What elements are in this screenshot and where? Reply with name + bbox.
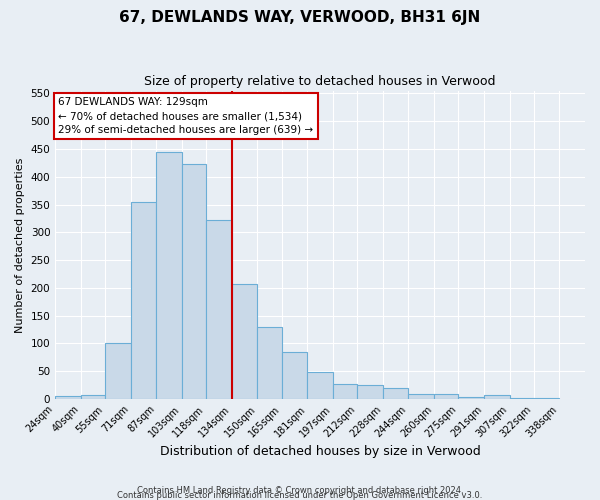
Bar: [383, 388, 409, 399]
Bar: [206, 220, 232, 399]
Bar: [533, 398, 559, 399]
Text: 67, DEWLANDS WAY, VERWOOD, BH31 6JN: 67, DEWLANDS WAY, VERWOOD, BH31 6JN: [119, 10, 481, 25]
Bar: [281, 352, 307, 399]
Title: Size of property relative to detached houses in Verwood: Size of property relative to detached ho…: [145, 75, 496, 88]
Bar: [81, 394, 105, 399]
Bar: [232, 284, 257, 399]
Bar: [409, 394, 434, 399]
Text: Contains HM Land Registry data © Crown copyright and database right 2024.: Contains HM Land Registry data © Crown c…: [137, 486, 463, 495]
Bar: [458, 398, 484, 399]
Bar: [182, 164, 206, 399]
X-axis label: Distribution of detached houses by size in Verwood: Distribution of detached houses by size …: [160, 444, 481, 458]
Text: 67 DEWLANDS WAY: 129sqm
← 70% of detached houses are smaller (1,534)
29% of semi: 67 DEWLANDS WAY: 129sqm ← 70% of detache…: [58, 97, 314, 135]
Bar: [357, 385, 383, 399]
Bar: [307, 372, 333, 399]
Bar: [131, 202, 157, 399]
Y-axis label: Number of detached properties: Number of detached properties: [15, 157, 25, 332]
Bar: [55, 396, 81, 399]
Bar: [509, 398, 533, 399]
Bar: [484, 394, 509, 399]
Bar: [105, 344, 131, 399]
Bar: [257, 327, 281, 399]
Text: Contains public sector information licensed under the Open Government Licence v3: Contains public sector information licen…: [118, 491, 482, 500]
Bar: [333, 384, 357, 399]
Bar: [434, 394, 458, 399]
Bar: [157, 152, 182, 399]
